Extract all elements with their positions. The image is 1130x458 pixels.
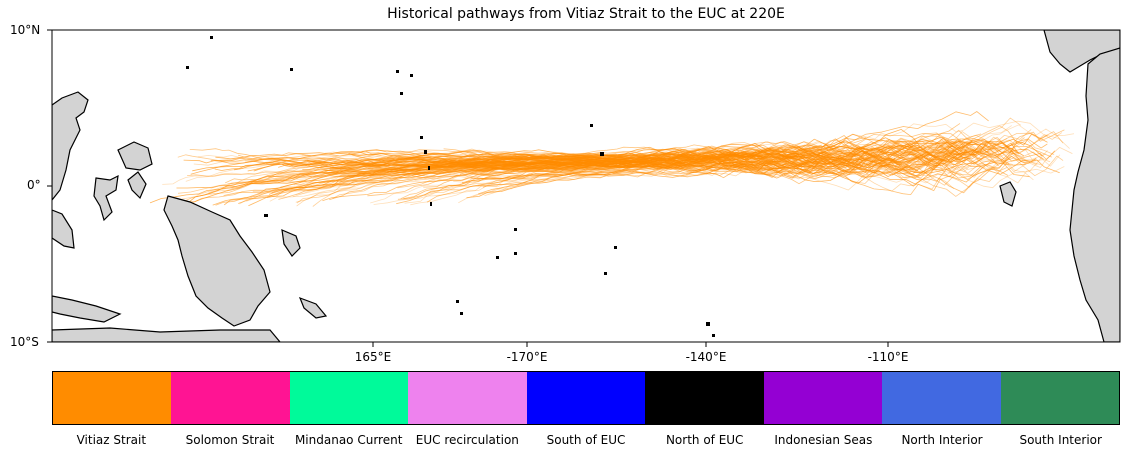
trajectory-line <box>348 152 689 168</box>
land-central-america <box>1043 30 1120 73</box>
legend-labels: Vitiaz Strait Solomon Strait Mindanao Cu… <box>52 433 1120 447</box>
trajectory-line <box>212 141 1018 206</box>
trajectory-line <box>223 140 873 206</box>
trajectory-line <box>312 151 992 207</box>
trajectory-line <box>196 138 1008 196</box>
legend-label-south-of-euc: South of EUC <box>546 433 626 447</box>
legend-label-north-interior: North Interior <box>901 433 983 447</box>
small-islands <box>186 36 715 337</box>
trajectory-line <box>397 148 865 172</box>
trajectory-line <box>329 154 1009 201</box>
trajectory-line <box>458 134 1048 185</box>
legend-swatch-north-of-euc <box>645 372 764 424</box>
legend-label-south-interior: South Interior <box>1019 433 1102 447</box>
trajectory-line <box>397 145 1052 200</box>
legend-swatch-vitiaz-strait <box>53 372 172 424</box>
x-tick-label-110w: -110°E <box>867 350 909 364</box>
x-tick-label-140w: -140°E <box>685 350 727 364</box>
land-australia <box>52 327 281 342</box>
trajectory-lines <box>149 111 1075 208</box>
trajectory-line <box>190 137 1037 175</box>
trajectory-line <box>318 153 632 168</box>
trajectory-line <box>461 136 1018 184</box>
land-masses <box>52 30 1120 342</box>
trajectory-line <box>459 111 989 175</box>
legend-swatch-euc-recirculation <box>408 372 527 424</box>
trajectory-line <box>176 139 989 208</box>
y-tick-label-10s: 10°S <box>10 335 39 349</box>
trajectory-line <box>292 138 1048 197</box>
land-solomon <box>298 296 328 319</box>
trajectory-line <box>373 161 667 205</box>
land-galapagos <box>999 181 1017 207</box>
trajectory-line <box>192 133 1048 178</box>
land-sulawesi <box>93 174 119 222</box>
trajectory-line <box>322 162 788 202</box>
x-tick-label-170w: -170°E <box>506 350 548 364</box>
x-tick-label-165e: 165°E <box>354 350 392 364</box>
trajectory-line <box>296 117 1022 204</box>
land-new-britain <box>281 229 301 257</box>
trajectory-line <box>453 144 930 183</box>
trajectory-line <box>296 155 823 207</box>
axis-ticks <box>47 29 889 347</box>
trajectory-line <box>177 144 828 194</box>
legend-swatch-mindanao-current <box>289 372 409 424</box>
legend-swatch-solomon-strait <box>171 372 290 424</box>
legend-label-solomon-strait: Solomon Strait <box>185 433 275 447</box>
y-tick-label-10n: 10°N <box>10 23 41 37</box>
trajectory-line <box>247 160 715 172</box>
trajectory-line <box>176 147 983 189</box>
land-new-guinea <box>163 195 271 327</box>
land-south-america <box>1069 47 1120 342</box>
trajectory-line <box>193 141 1028 177</box>
trajectory-line <box>488 143 965 193</box>
trajectory-line <box>174 133 973 207</box>
legend-label-indonesian-seas: Indonesian Seas <box>774 433 873 447</box>
trajectory-line <box>174 137 1025 207</box>
legend-label-vitiaz-strait: Vitiaz Strait <box>76 433 147 447</box>
land-borneo <box>52 209 75 249</box>
land-halmahera <box>127 171 147 200</box>
legend-label-mindanao-current: Mindanao Current <box>294 433 403 447</box>
trajectory-line <box>404 145 877 161</box>
legend-swatch-indonesian-seas <box>763 372 883 424</box>
land-philippines <box>52 91 89 201</box>
trajectory-line <box>278 139 955 170</box>
trajectory-line <box>466 157 896 198</box>
trajectory-line <box>219 141 962 174</box>
land-timor <box>52 295 122 323</box>
legend-label-north-of-euc: North of EUC <box>665 433 744 447</box>
chart-title: Historical pathways from Vitiaz Strait t… <box>387 6 785 22</box>
trajectory-line <box>404 155 749 204</box>
trajectory-line <box>329 133 982 177</box>
legend-swatch-north-interior <box>882 372 1001 424</box>
legend-colorbar <box>52 371 1120 425</box>
legend-swatch-south-interior <box>1000 372 1119 424</box>
trajectory-line <box>225 123 961 184</box>
legend-label-euc-recirculation: EUC recirculation <box>415 433 519 447</box>
y-tick-label-0: 0° <box>27 178 41 192</box>
land-mindanao <box>117 141 153 171</box>
legend-swatch-south-of-euc <box>526 372 646 424</box>
